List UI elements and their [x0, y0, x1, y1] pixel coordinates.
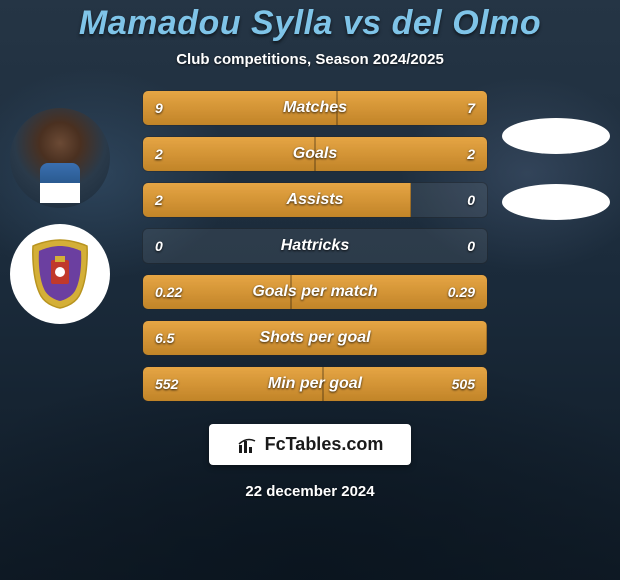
stat-bar-left	[143, 137, 315, 171]
player2-silhouette-icon	[502, 184, 610, 220]
stat-row: Goals per match0.220.29	[142, 274, 488, 310]
stat-bar-left	[143, 321, 487, 355]
stat-row: Min per goal552505	[142, 366, 488, 402]
stat-row: Assists20	[142, 182, 488, 218]
player-avatars	[10, 108, 110, 324]
stat-bar-right	[315, 137, 487, 171]
stat-bar-right	[323, 367, 487, 401]
stat-bar-right	[291, 275, 487, 309]
stat-bar-right	[337, 91, 488, 125]
stat-row: Goals22	[142, 136, 488, 172]
page-title: Mamadou Sylla vs del Olmo	[79, 4, 541, 43]
brand-badge: FcTables.com	[209, 424, 412, 465]
player-silhouettes	[502, 118, 610, 220]
brand-text: FcTables.com	[265, 434, 384, 455]
stat-bar-left	[143, 91, 337, 125]
player1-avatar	[10, 108, 110, 208]
stat-label: Hattricks	[143, 237, 487, 255]
brand-logo-icon	[237, 435, 257, 455]
content: Mamadou Sylla vs del Olmo Club competiti…	[0, 0, 620, 580]
stat-bar-left	[143, 183, 411, 217]
stat-bars: Matches97Goals22Assists20Hattricks00Goal…	[142, 90, 488, 402]
player2-crest-icon	[29, 238, 91, 310]
stat-bar-left	[143, 367, 323, 401]
page-subtitle: Club competitions, Season 2024/2025	[176, 51, 444, 68]
stat-bar-left	[143, 275, 291, 309]
stat-value-left: 0	[155, 238, 163, 254]
stat-value-right: 0	[467, 192, 475, 208]
stat-row: Hattricks0 0	[142, 228, 488, 264]
player2-avatar	[10, 224, 110, 324]
stat-row: Matches97	[142, 90, 488, 126]
date-stamp: 22 december 2024	[245, 483, 374, 500]
player1-silhouette-icon	[502, 118, 610, 154]
stat-row: Shots per goal6.5	[142, 320, 488, 356]
stat-value-right: 0	[467, 238, 475, 254]
